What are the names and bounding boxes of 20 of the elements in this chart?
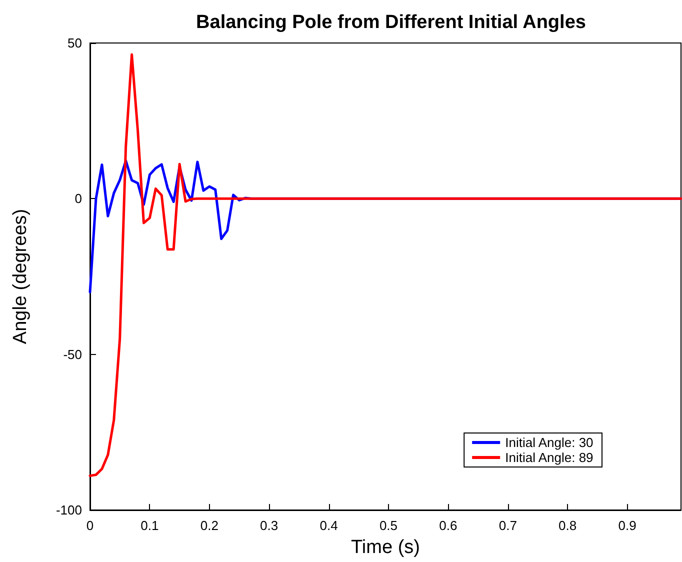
- x-tick-label: 0.6: [439, 518, 458, 533]
- x-axis-title: Time (s): [351, 537, 420, 558]
- x-tick-label: 0.5: [379, 518, 398, 533]
- x-tick-label: 0: [86, 518, 94, 533]
- line-series: [88, 53, 682, 478]
- x-tick-label: 0.9: [618, 518, 636, 533]
- x-tick-label: 0.1: [140, 518, 159, 533]
- chart-title: Balancing Pole from Different Initial Angles: [196, 12, 586, 33]
- x-tick-label: 0.3: [260, 518, 278, 533]
- x-tick-label: 0.2: [200, 518, 218, 533]
- x-tick-label: 0.7: [498, 518, 517, 533]
- x-tick-label: 0.8: [558, 518, 577, 533]
- y-tick-label: 50: [68, 36, 82, 50]
- legend-label: Initial Angle: 30: [505, 435, 594, 450]
- y-tick-label: 0: [74, 191, 82, 206]
- y-tick-label: -50: [63, 346, 82, 362]
- legend-label: Initial Angle: 89: [505, 450, 594, 465]
- y-tick-label: -100: [56, 502, 82, 518]
- x-tick-label: 0.4: [320, 518, 338, 533]
- y-axis-title: Angle (degrees): [10, 208, 31, 344]
